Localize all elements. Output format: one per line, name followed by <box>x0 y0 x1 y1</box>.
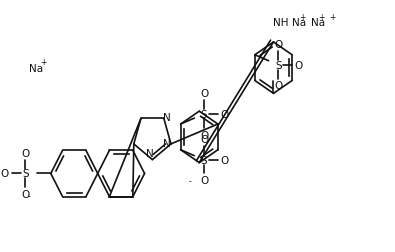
Text: N: N <box>163 138 171 148</box>
Text: O: O <box>200 176 208 186</box>
Text: O: O <box>21 190 30 199</box>
Text: +: + <box>318 13 325 22</box>
Text: +: + <box>329 13 335 22</box>
Text: O: O <box>274 81 282 91</box>
Text: O: O <box>295 60 303 70</box>
Text: -: - <box>28 191 31 200</box>
Text: O: O <box>200 130 208 140</box>
Text: S: S <box>201 110 207 120</box>
Text: O: O <box>274 40 282 50</box>
Text: O: O <box>1 169 9 179</box>
Text: +: + <box>40 58 46 67</box>
Text: O: O <box>21 148 30 158</box>
Text: +: + <box>299 13 306 22</box>
Text: NH: NH <box>273 18 289 28</box>
Text: S: S <box>22 169 29 179</box>
Text: N: N <box>146 148 153 158</box>
Text: O: O <box>220 155 229 165</box>
Text: N: N <box>163 113 171 123</box>
Text: Na: Na <box>29 64 43 73</box>
Text: -: - <box>189 176 192 185</box>
Text: O: O <box>200 134 208 144</box>
Text: S: S <box>275 60 282 70</box>
Text: S: S <box>201 155 207 165</box>
Text: Na: Na <box>292 18 306 28</box>
Text: O: O <box>200 89 208 99</box>
Text: O: O <box>220 110 229 120</box>
Text: Na: Na <box>310 18 325 28</box>
